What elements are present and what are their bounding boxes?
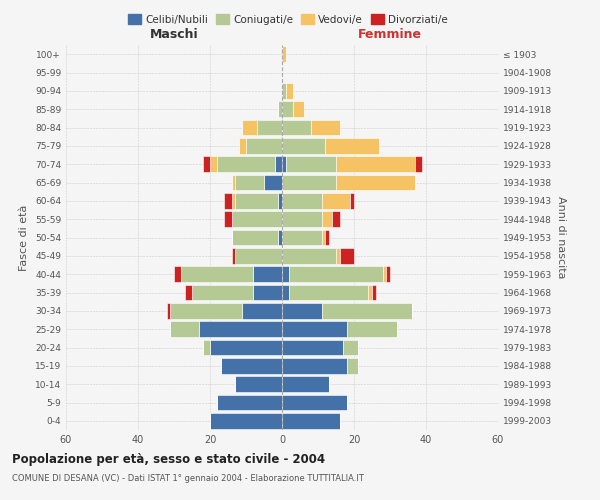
Bar — [282, 46, 286, 62]
Bar — [264, 174, 282, 190]
Bar — [282, 248, 336, 264]
Bar — [181, 266, 253, 282]
Bar — [347, 358, 358, 374]
Bar — [350, 193, 354, 208]
Bar — [253, 284, 282, 300]
Bar — [282, 322, 347, 337]
Legend: Celibi/Nubili, Coniugati/e, Vedovi/e, Divorziati/e: Celibi/Nubili, Coniugati/e, Vedovi/e, Di… — [124, 10, 452, 29]
Bar — [336, 248, 340, 264]
Bar — [278, 230, 282, 246]
Bar — [192, 284, 253, 300]
Bar — [174, 266, 181, 282]
Text: Popolazione per età, sesso e stato civile - 2004: Popolazione per età, sesso e stato civil… — [12, 452, 325, 466]
Bar — [325, 138, 379, 154]
Bar — [221, 358, 282, 374]
Bar — [282, 303, 322, 318]
Bar — [210, 340, 282, 355]
Bar — [289, 284, 368, 300]
Bar — [235, 248, 282, 264]
Bar — [386, 266, 390, 282]
Bar — [372, 284, 376, 300]
Bar — [170, 303, 242, 318]
Text: Femmine: Femmine — [358, 28, 422, 42]
Bar — [232, 248, 235, 264]
Bar — [235, 376, 282, 392]
Bar — [282, 394, 347, 410]
Bar — [368, 284, 372, 300]
Bar — [278, 102, 282, 117]
Bar — [282, 83, 286, 98]
Bar — [282, 358, 347, 374]
Bar — [282, 413, 340, 428]
Bar — [282, 266, 289, 282]
Y-axis label: Anni di nascita: Anni di nascita — [556, 196, 566, 279]
Bar — [282, 193, 322, 208]
Bar — [232, 193, 235, 208]
Bar — [383, 266, 386, 282]
Bar — [282, 120, 311, 136]
Bar — [210, 413, 282, 428]
Bar — [415, 156, 422, 172]
Bar — [275, 156, 282, 172]
Bar — [322, 303, 412, 318]
Bar — [332, 212, 340, 227]
Bar — [286, 156, 336, 172]
Text: Maschi: Maschi — [149, 28, 199, 42]
Bar — [322, 230, 325, 246]
Bar — [246, 138, 282, 154]
Bar — [239, 138, 246, 154]
Bar — [282, 174, 336, 190]
Bar — [232, 174, 235, 190]
Bar — [257, 120, 282, 136]
Bar — [282, 156, 286, 172]
Bar — [311, 120, 340, 136]
Y-axis label: Fasce di età: Fasce di età — [19, 204, 29, 270]
Bar — [253, 266, 282, 282]
Bar — [282, 212, 322, 227]
Bar — [242, 303, 282, 318]
Bar — [282, 102, 293, 117]
Bar — [340, 248, 354, 264]
Bar — [232, 230, 278, 246]
Bar — [217, 394, 282, 410]
Bar — [325, 230, 329, 246]
Bar — [289, 266, 383, 282]
Bar — [282, 230, 322, 246]
Bar — [336, 174, 415, 190]
Bar — [217, 156, 275, 172]
Bar — [347, 322, 397, 337]
Bar — [203, 156, 210, 172]
Bar — [282, 138, 325, 154]
Bar — [282, 284, 289, 300]
Bar — [170, 322, 199, 337]
Bar — [322, 193, 350, 208]
Bar — [322, 212, 332, 227]
Bar — [224, 212, 232, 227]
Bar — [224, 193, 232, 208]
Bar — [336, 156, 415, 172]
Bar — [235, 193, 278, 208]
Bar — [235, 174, 264, 190]
Bar — [282, 340, 343, 355]
Bar — [242, 120, 257, 136]
Bar — [282, 376, 329, 392]
Bar — [210, 156, 217, 172]
Bar — [232, 212, 282, 227]
Bar — [185, 284, 192, 300]
Bar — [199, 322, 282, 337]
Bar — [343, 340, 358, 355]
Bar — [278, 193, 282, 208]
Bar — [293, 102, 304, 117]
Bar — [286, 83, 293, 98]
Bar — [167, 303, 170, 318]
Text: COMUNE DI DESANA (VC) - Dati ISTAT 1° gennaio 2004 - Elaborazione TUTTITALIA.IT: COMUNE DI DESANA (VC) - Dati ISTAT 1° ge… — [12, 474, 364, 483]
Bar — [203, 340, 210, 355]
